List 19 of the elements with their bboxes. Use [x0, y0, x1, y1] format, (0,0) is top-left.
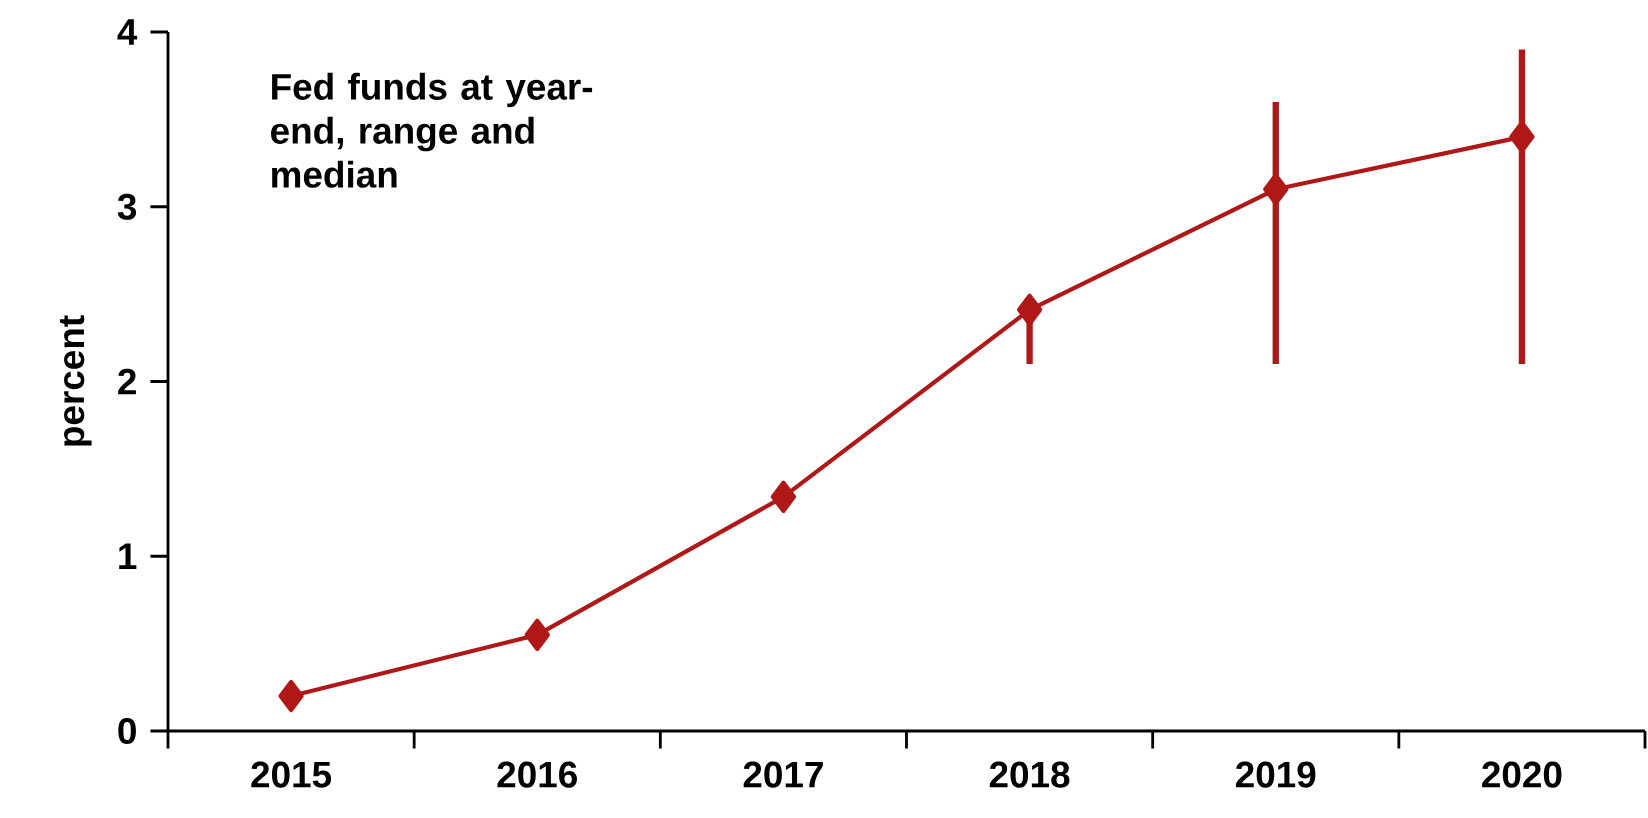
point — [1509, 120, 1535, 153]
point — [524, 618, 550, 652]
x-tick-label: 2020 — [1482, 761, 1562, 788]
x-tick-label: 2016 — [497, 761, 577, 788]
point — [770, 480, 797, 513]
y-tick-label: 2 — [118, 368, 136, 395]
point — [1016, 293, 1043, 326]
x-tick-label: 2015 — [251, 761, 332, 788]
y-tick-label: 3 — [117, 193, 137, 220]
y-tick-label: 0 — [118, 717, 136, 745]
point — [278, 679, 304, 713]
x-tick-label: 2019 — [1235, 761, 1316, 788]
x-tick-label: 2017 — [743, 761, 823, 788]
x-tick-label: 2018 — [989, 761, 1070, 788]
text: Fed funds at year-end, range and median — [271, 72, 593, 188]
y-axis-title: percent — [59, 315, 92, 446]
y-tick-label: 4 — [117, 19, 138, 45]
point — [1263, 173, 1289, 206]
y-tick-label: 1 — [119, 543, 137, 569]
